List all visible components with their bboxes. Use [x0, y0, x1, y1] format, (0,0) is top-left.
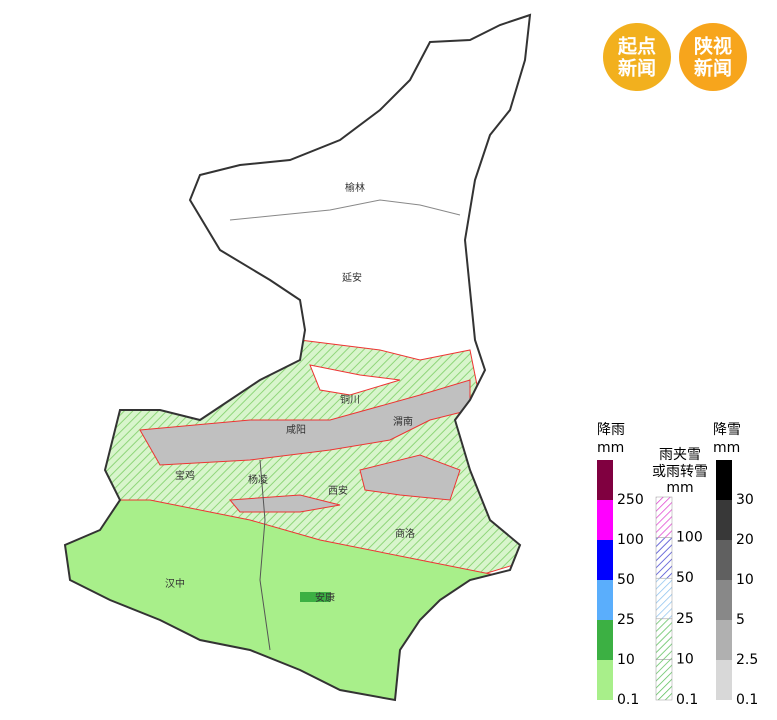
legend-swatch [655, 659, 673, 701]
legend-label: 50 [676, 570, 694, 586]
city-label: 汉中 [165, 577, 185, 590]
legend-label: 0.1 [617, 692, 639, 708]
legend-swatch [597, 580, 613, 620]
legend-swatch [655, 577, 673, 620]
legend-title: 降雪 [713, 422, 741, 438]
legend-swatch [716, 580, 732, 620]
legend-label: 100 [617, 532, 644, 548]
legend-swatch [655, 537, 673, 579]
legend-label: 2.5 [736, 652, 758, 668]
legend-unit: mm [713, 440, 740, 456]
city-label: 铜川 [340, 394, 360, 406]
city-label: 渭南 [393, 415, 413, 428]
legend-label: 10 [617, 652, 635, 668]
city-label: 延安 [342, 271, 362, 284]
legend-swatch [597, 500, 613, 540]
boundary [229, 199, 461, 221]
legend-label: 25 [676, 611, 694, 627]
logo [603, 23, 671, 91]
legend-swatch [597, 620, 613, 660]
legend-swatch [655, 496, 673, 538]
city-label: 宝鸡 [175, 469, 195, 482]
city-label: 榆林 [345, 181, 365, 194]
legend-label: 30 [736, 492, 754, 508]
legend-swatch [597, 460, 613, 500]
legend-swatch [597, 660, 613, 700]
logo-text: 新闻 [618, 57, 656, 80]
legend: 0.1102550100250降雨mm0.1102550100雨夹雪或雨转雪mm… [597, 422, 758, 708]
legend-swatch [655, 618, 673, 660]
legend-swatch [716, 660, 732, 700]
legend-swatch [716, 500, 732, 540]
legend-swatch [716, 540, 732, 580]
legend-title: 降雨 [597, 422, 625, 438]
legend-label: 10 [676, 651, 694, 667]
legend-unit: mm [597, 440, 624, 456]
legend-label: 50 [617, 572, 635, 588]
legend-label: 0.1 [736, 692, 758, 708]
legend-label: 25 [617, 612, 635, 628]
legend-label: 20 [736, 532, 754, 548]
city-label: 咸阳 [286, 424, 306, 436]
legend-label: 250 [617, 492, 644, 508]
city-label: 商洛 [395, 527, 415, 540]
logo-text: 陕视 [694, 35, 732, 58]
legend-label: 5 [736, 612, 745, 628]
legend-title: 或雨转雪 [652, 464, 708, 480]
legend-swatch [716, 620, 732, 660]
legend-swatch [597, 540, 613, 580]
city-label: 杨凌 [248, 473, 268, 486]
boundary [259, 459, 271, 651]
logo [679, 23, 747, 91]
city-label: 西安 [328, 484, 348, 497]
legend-label: 100 [676, 530, 703, 546]
legend-swatch [716, 460, 732, 500]
city-label: 安康 [315, 591, 335, 604]
legend-label: 10 [736, 572, 754, 588]
legend-label: 0.1 [676, 692, 698, 708]
logo-text: 新闻 [694, 57, 732, 80]
legend-unit: mm [666, 480, 693, 496]
logo-text: 起点 [617, 36, 656, 58]
legend-title: 雨夹雪 [659, 447, 701, 463]
